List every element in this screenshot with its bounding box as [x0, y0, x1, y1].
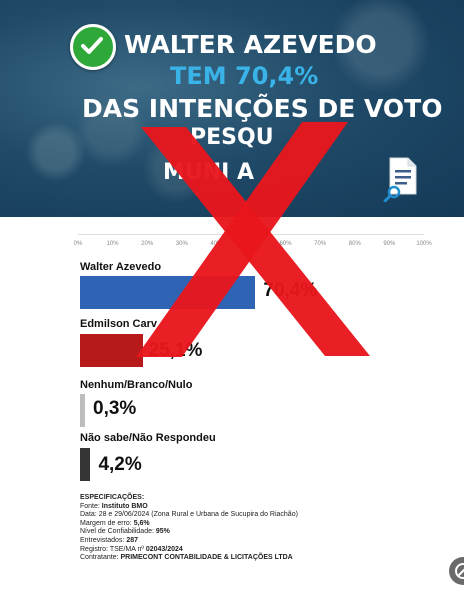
bar	[80, 448, 91, 481]
x-axis: 0% 10% 20% 30% 40% 50% 60% 70% 80% 90% 100%	[74, 229, 432, 247]
tick-label: 80%	[348, 241, 361, 247]
category-label: Walter Azevedo	[80, 261, 162, 273]
tick-label: 70%	[314, 241, 327, 247]
value-label: 25,1%	[148, 340, 203, 361]
bar	[80, 394, 85, 427]
header-banner: WALTER AZEVEDO TEM 70,4% DAS INTENÇÕES D…	[0, 0, 464, 217]
specs-line-contractor: Contratante: PRIMECONT CONTABILIDADE & L…	[80, 554, 293, 562]
tick-label: 10%	[106, 241, 119, 247]
check-icon	[70, 24, 116, 70]
tick-label: 50%	[244, 241, 258, 247]
bar	[80, 334, 143, 367]
specifications-block: ESPECIFICAÇÕES: Fonte: Instituto BMO Dat…	[80, 494, 298, 563]
category-label: Nenhum/Branco/Nulo	[80, 379, 193, 391]
bar	[80, 276, 256, 309]
tick-label: 0%	[73, 241, 83, 247]
document-search-icon	[383, 157, 417, 202]
tick-label: 30%	[175, 241, 188, 247]
tick-label: 20%	[141, 241, 154, 247]
specs-line-source: Fonte: Instituto BMO	[80, 502, 148, 510]
headline-name: WALTER AZEVEDO	[124, 30, 377, 59]
value-label: 70,4%	[263, 280, 318, 301]
specs-line-registry: Registro: TSE/MA nº 02043/2024	[80, 545, 183, 553]
specs-line-interviewed: Entrevistados: 287	[80, 536, 138, 544]
category-label: Edmilson Carv	[80, 318, 158, 330]
category-label: Não sabe/Não Respondeu	[80, 432, 216, 444]
specs-line-confidence: Nível de Confiabilidade: 95%	[80, 528, 170, 536]
no-entry-icon[interactable]	[449, 557, 464, 585]
tick-label: 100%	[416, 241, 432, 247]
headline-percent: TEM 70,4%	[170, 62, 319, 90]
value-label: 0,3%	[93, 398, 137, 419]
specs-line-date: Data: 28 e 29/06/2024 (Zona Rural e Urba…	[80, 511, 298, 519]
tick-label: 90%	[383, 241, 396, 247]
headline-intentions: DAS INTENÇÕES DE VOTO	[82, 94, 443, 123]
specs-line-margin: Margem de erro: 5,6%	[80, 519, 150, 527]
specs-title: ESPECIFICAÇÕES:	[80, 494, 145, 501]
tick-label: 60%	[279, 241, 292, 247]
axis-line	[78, 234, 424, 235]
tick-label: 40%	[210, 241, 223, 247]
value-label: 4,2%	[98, 454, 142, 475]
headline-municipal-partial: MUNI A	[163, 160, 255, 185]
headline-research-partial: PESQU	[190, 125, 274, 150]
